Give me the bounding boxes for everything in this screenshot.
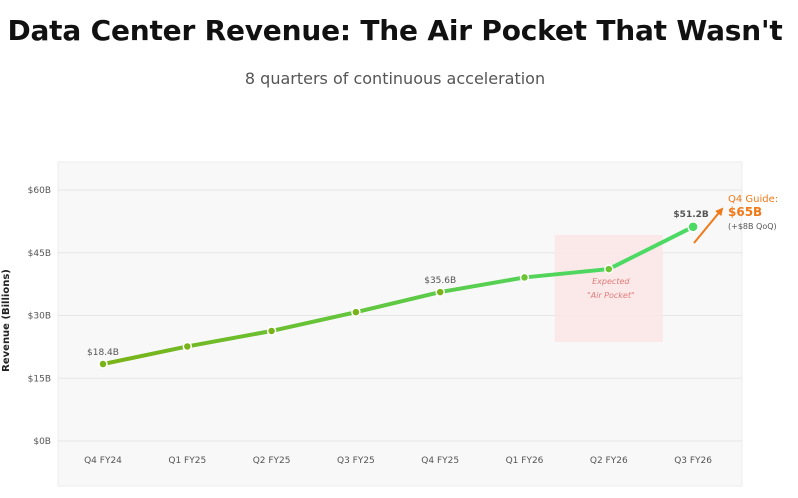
x-tick-label: Q2 FY25 [253,456,291,466]
data-label: $35.6B [424,276,456,286]
data-point [687,221,699,233]
guide-label: Q4 Guide: [728,194,778,205]
x-tick-label: Q2 FY26 [590,456,628,466]
x-tick-label: Q3 FY26 [674,456,712,466]
data-point [604,264,614,274]
y-tick-label: $60B [28,186,51,196]
data-point [519,272,530,283]
air-pocket-label-line2: "Air Pocket" [587,291,635,300]
y-tick-label: $0B [33,437,51,447]
y-axis-label: Revenue (Billions) [1,269,12,372]
x-tick-label: Q1 FY25 [168,456,206,466]
data-point [266,326,277,336]
x-tick-label: Q4 FY25 [421,456,459,466]
data-label: $18.4B [87,348,119,358]
y-tick-label: $15B [28,374,51,384]
x-tick-label: Q3 FY25 [337,456,375,466]
y-tick-label: $30B [28,312,51,322]
guide-note: (+$8B QoQ) [728,222,777,231]
y-tick-label: $45B [28,249,51,259]
data-point [351,307,361,317]
page-subtitle: 8 quarters of continuous acceleration [244,69,546,88]
data-point [98,359,108,369]
x-tick-label: Q4 FY24 [84,456,122,466]
revenue-line-latest-segment [606,224,696,272]
air-pocket-label-line1: Expected [592,277,630,286]
guide-value: $65B [728,205,762,219]
x-tick-label: Q1 FY26 [506,456,544,466]
data-point [182,341,193,352]
data-label: $51.2B [673,210,708,220]
data-point [435,287,445,297]
page-title: Data Center Revenue: The Air Pocket That… [7,14,783,47]
guide-arrow [693,207,724,244]
